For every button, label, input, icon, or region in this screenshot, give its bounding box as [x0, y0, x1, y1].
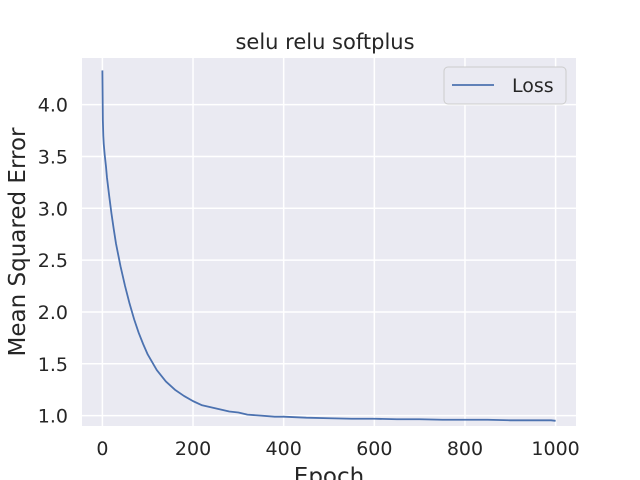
- y-tick-label: 1.0: [38, 406, 68, 428]
- x-tick-label: 800: [447, 438, 483, 460]
- x-tick-label: 600: [356, 438, 392, 460]
- x-axis-label: Epoch: [294, 464, 364, 480]
- legend: Loss: [443, 66, 567, 105]
- x-tick-label: 1000: [531, 438, 579, 460]
- loss-series-line: [101, 70, 556, 422]
- legend-box: [443, 66, 567, 105]
- chart-title: selu relu softplus: [235, 30, 414, 54]
- x-tick-label: 200: [175, 438, 211, 460]
- y-tick-label: 2.0: [38, 302, 68, 324]
- x-tick-label: 400: [266, 438, 302, 460]
- y-tick-label: 3.0: [38, 198, 68, 220]
- y-axis-label: Mean Squared Error: [5, 127, 31, 356]
- plot-area: [82, 58, 576, 426]
- grid-lines: [82, 58, 576, 426]
- y-tick-label: 3.5: [38, 146, 68, 168]
- y-tick-label: 2.5: [38, 250, 68, 272]
- y-tick-label: 4.0: [38, 95, 68, 117]
- series-lines: [101, 70, 556, 422]
- legend-label-loss: Loss: [512, 75, 554, 97]
- y-tick-label: 1.5: [38, 354, 68, 376]
- y-tick-labels: 1.0 1.5 2.0 2.5 3.0 3.5 4.0: [38, 95, 68, 428]
- x-tick-label: 0: [96, 438, 108, 460]
- x-tick-labels: 0 200 400 600 800 1000: [96, 438, 579, 460]
